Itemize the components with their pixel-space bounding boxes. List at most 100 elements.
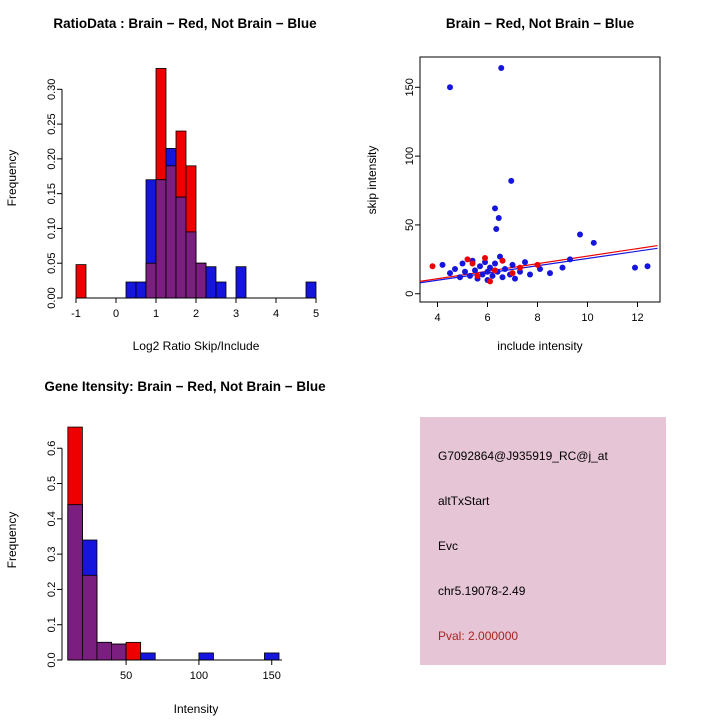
scatter-points — [429, 65, 651, 285]
x-tick-label: 4 — [434, 312, 440, 324]
x-tick-label: 12 — [631, 312, 643, 324]
x-tick-label: 1 — [153, 308, 159, 320]
gene-chart-title: Gene Itensity: Brain − Red, Not Brain − … — [44, 379, 326, 394]
blue-point — [457, 274, 463, 281]
pval-text: Pval: 2.000000 — [438, 629, 519, 643]
y-tick-label: 0 — [404, 291, 416, 297]
blue-point — [479, 271, 486, 278]
blue-point — [547, 270, 553, 277]
y-tick-label: 0.3 — [46, 546, 58, 561]
x-tick-label: 8 — [534, 312, 540, 324]
red-point — [534, 261, 541, 268]
red-point — [474, 272, 481, 279]
y-tick-label: 100 — [404, 147, 416, 165]
x-tick-label: 10 — [581, 312, 593, 324]
gene-info-box: G7092864@J935919_RC@j_at altTxStart Evc … — [420, 417, 666, 665]
blue-point — [493, 226, 500, 233]
blue-point — [502, 265, 508, 272]
axes: 50 100 150 0.0 0.1 0.2 0.3 0.4 0.5 0.6 — [46, 441, 282, 682]
blue-point — [447, 270, 453, 277]
axes: 4 6 8 10 12 0 50 100 150 — [404, 56, 661, 324]
y-tick-label: 0.2 — [46, 582, 58, 597]
axes: -1 0 1 2 3 4 5 0.00 0.05 0.10 0.15 0.20 0.25 0.30 — [46, 79, 319, 320]
probe-id-text: G7092864@J935919_RC@j_at — [438, 449, 608, 463]
blue-point — [632, 264, 638, 271]
red-point — [492, 267, 498, 274]
red-point — [509, 270, 516, 277]
blue-point — [477, 263, 483, 270]
blue-point — [577, 231, 583, 238]
blue-point — [452, 265, 458, 272]
blue-point — [590, 239, 597, 246]
blue-point — [517, 268, 523, 275]
red-point — [469, 260, 476, 267]
y-tick-label: 0.20 — [46, 148, 58, 169]
red-point — [464, 256, 471, 263]
red-point — [429, 263, 436, 270]
histogram-bars — [75, 68, 317, 299]
scatter-y-axis-label: skip intensity — [365, 146, 379, 215]
blue-point — [482, 259, 488, 266]
x-tick-label: 6 — [484, 312, 490, 324]
red-point — [517, 264, 523, 271]
blue-point — [508, 177, 515, 184]
ratio-x-axis-label: Log2 Ratio Skip/Include — [133, 339, 260, 353]
blue-point — [644, 263, 651, 270]
blue-point — [567, 256, 573, 263]
x-tick-label: 100 — [190, 670, 208, 682]
y-tick-label: 0.30 — [46, 79, 58, 100]
y-tick-label: 0.1 — [46, 617, 58, 632]
red-point — [499, 257, 506, 264]
blue-point — [495, 215, 502, 222]
scatter-panel: Brain − Red, Not Brain − Blue include in… — [365, 16, 661, 353]
gene-histogram-panel: Gene Itensity: Brain − Red, Not Brain − … — [5, 379, 326, 716]
y-tick-label: 0.10 — [46, 218, 58, 239]
blue-point — [498, 65, 505, 72]
x-tick-label: 0 — [113, 308, 119, 320]
splice-type-text: altTxStart — [438, 494, 490, 508]
x-tick-label: 2 — [193, 308, 199, 320]
chromosome-location-text: chr5.19078-2.49 — [438, 584, 526, 598]
info-panel: G7092864@J935919_RC@j_at altTxStart Evc … — [360, 375, 720, 720]
blue-point — [462, 268, 468, 275]
y-tick-label: 0.00 — [46, 287, 58, 308]
x-tick-label: 3 — [233, 308, 239, 320]
y-tick-label: 0.25 — [46, 113, 58, 134]
x-tick-label: 50 — [120, 670, 132, 682]
gene-y-axis-label: Frequency — [5, 512, 19, 569]
y-tick-label: 0.15 — [46, 183, 58, 204]
blue-point — [447, 84, 453, 91]
y-tick-label: 0.05 — [46, 253, 58, 274]
blue-point — [512, 275, 518, 282]
blue-point — [559, 264, 566, 271]
x-tick-label: 4 — [273, 308, 279, 320]
ratio-y-axis-label: Frequency — [5, 150, 19, 207]
gene-x-axis-label: Intensity — [174, 702, 219, 716]
x-tick-label: 150 — [263, 670, 281, 682]
blue-point — [467, 272, 473, 279]
y-tick-label: 0.6 — [46, 441, 58, 456]
ratio-histogram-panel: RatioData : Brain − Red, Not Brain − Blu… — [5, 16, 319, 353]
y-tick-label: 0.0 — [46, 652, 58, 667]
blue-point — [439, 261, 446, 268]
red-point — [487, 278, 493, 285]
red-point — [482, 254, 488, 261]
scatter-x-axis-label: include intensity — [497, 339, 582, 353]
blue-point — [489, 272, 496, 279]
blue-point — [492, 260, 498, 267]
y-tick-label: 0.4 — [46, 511, 58, 526]
ratio-chart-title: RatioData : Brain − Red, Not Brain − Blu… — [53, 16, 317, 31]
y-tick-label: 50 — [404, 219, 416, 231]
blue-point — [459, 260, 466, 267]
y-tick-label: 150 — [404, 78, 416, 96]
blue-point — [472, 267, 478, 274]
blue-point — [487, 264, 493, 271]
x-tick-label: 5 — [313, 308, 319, 320]
blue-point — [492, 205, 498, 212]
blue-point — [527, 271, 533, 278]
blue-point — [499, 274, 506, 281]
x-tick-label: -1 — [71, 308, 81, 320]
blue-point — [522, 259, 528, 266]
scatter-chart-title: Brain − Red, Not Brain − Blue — [446, 16, 635, 31]
